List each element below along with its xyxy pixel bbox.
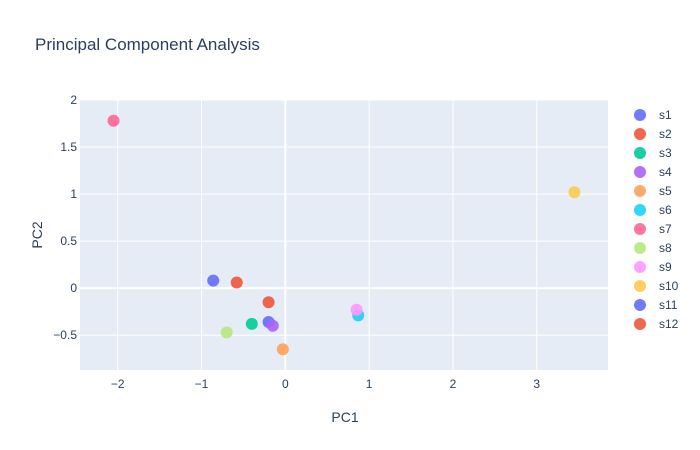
data-point-s12[interactable]: [230, 276, 243, 289]
data-point-s9[interactable]: [350, 303, 363, 316]
legend-marker: [634, 128, 646, 140]
legend-item-s8[interactable]: s8: [634, 241, 672, 255]
legend-label: s2: [659, 127, 672, 141]
data-point-s8[interactable]: [220, 326, 233, 339]
legend-label: s10: [659, 279, 679, 293]
y-tick-label: 2: [70, 93, 77, 107]
legend-marker: [634, 318, 646, 330]
y-tick-label: 0: [70, 281, 77, 295]
legend-label: s9: [659, 260, 672, 274]
legend[interactable]: s1 s2 s3 s4 s5 s6 s7 s8 s9 s10 s11 s12: [634, 108, 679, 331]
legend-label: s1: [659, 108, 672, 122]
x-tick-label: −1: [195, 377, 209, 391]
legend-item-s9[interactable]: s9: [634, 260, 672, 274]
x-tick-label: 1: [366, 377, 373, 391]
legend-label: s6: [659, 203, 672, 217]
legend-item-s6[interactable]: s6: [634, 203, 672, 217]
x-tick-label: −2: [111, 377, 125, 391]
legend-label: s11: [659, 298, 678, 312]
data-point-s3[interactable]: [245, 317, 258, 330]
data-point-s5[interactable]: [276, 343, 289, 356]
data-point-s10[interactable]: [568, 186, 581, 199]
y-tick-label: 0.5: [60, 234, 77, 248]
data-point-s2[interactable]: [262, 296, 275, 309]
legend-label: s4: [659, 165, 672, 179]
x-axis-title: PC1: [331, 409, 358, 425]
y-axis-title: PC2: [29, 221, 45, 248]
legend-marker: [634, 166, 646, 178]
legend-item-s1[interactable]: s1: [634, 108, 672, 122]
legend-marker: [634, 204, 646, 216]
legend-marker: [634, 261, 646, 273]
legend-label: s8: [659, 241, 672, 255]
legend-item-s11[interactable]: s11: [634, 298, 678, 312]
legend-item-s10[interactable]: s10: [634, 279, 679, 293]
data-point-s4[interactable]: [266, 319, 279, 332]
legend-marker: [634, 242, 646, 254]
legend-label: s12: [659, 317, 679, 331]
y-tick-label: 1.5: [60, 140, 77, 154]
grid-lines: [80, 99, 608, 370]
legend-marker: [634, 280, 646, 292]
chart-title: Principal Component Analysis: [35, 35, 260, 54]
y-tick-labels: −0.5 0 0.5 1 1.5 2: [53, 93, 77, 342]
y-tick-label: −0.5: [53, 328, 77, 342]
x-tick-label: 3: [533, 377, 540, 391]
plot-background: [80, 100, 608, 370]
legend-marker: [634, 223, 646, 235]
data-points[interactable]: [107, 114, 581, 356]
legend-label: s3: [659, 146, 672, 160]
data-point-s7[interactable]: [107, 114, 120, 127]
legend-marker: [634, 109, 646, 121]
x-tick-label: 0: [282, 377, 289, 391]
legend-item-s12[interactable]: s12: [634, 317, 679, 331]
data-point-s11[interactable]: [207, 274, 220, 287]
legend-marker: [634, 299, 646, 311]
legend-item-s4[interactable]: s4: [634, 165, 672, 179]
legend-item-s5[interactable]: s5: [634, 184, 672, 198]
x-tick-labels: −2 −1 0 1 2 3: [111, 377, 541, 391]
legend-marker: [634, 185, 646, 197]
y-tick-label: 1: [70, 187, 77, 201]
legend-item-s2[interactable]: s2: [634, 127, 672, 141]
legend-item-s7[interactable]: s7: [634, 222, 672, 236]
x-tick-label: 2: [450, 377, 457, 391]
legend-label: s5: [659, 184, 672, 198]
legend-label: s7: [659, 222, 672, 236]
legend-item-s3[interactable]: s3: [634, 146, 672, 160]
legend-marker: [634, 147, 646, 159]
